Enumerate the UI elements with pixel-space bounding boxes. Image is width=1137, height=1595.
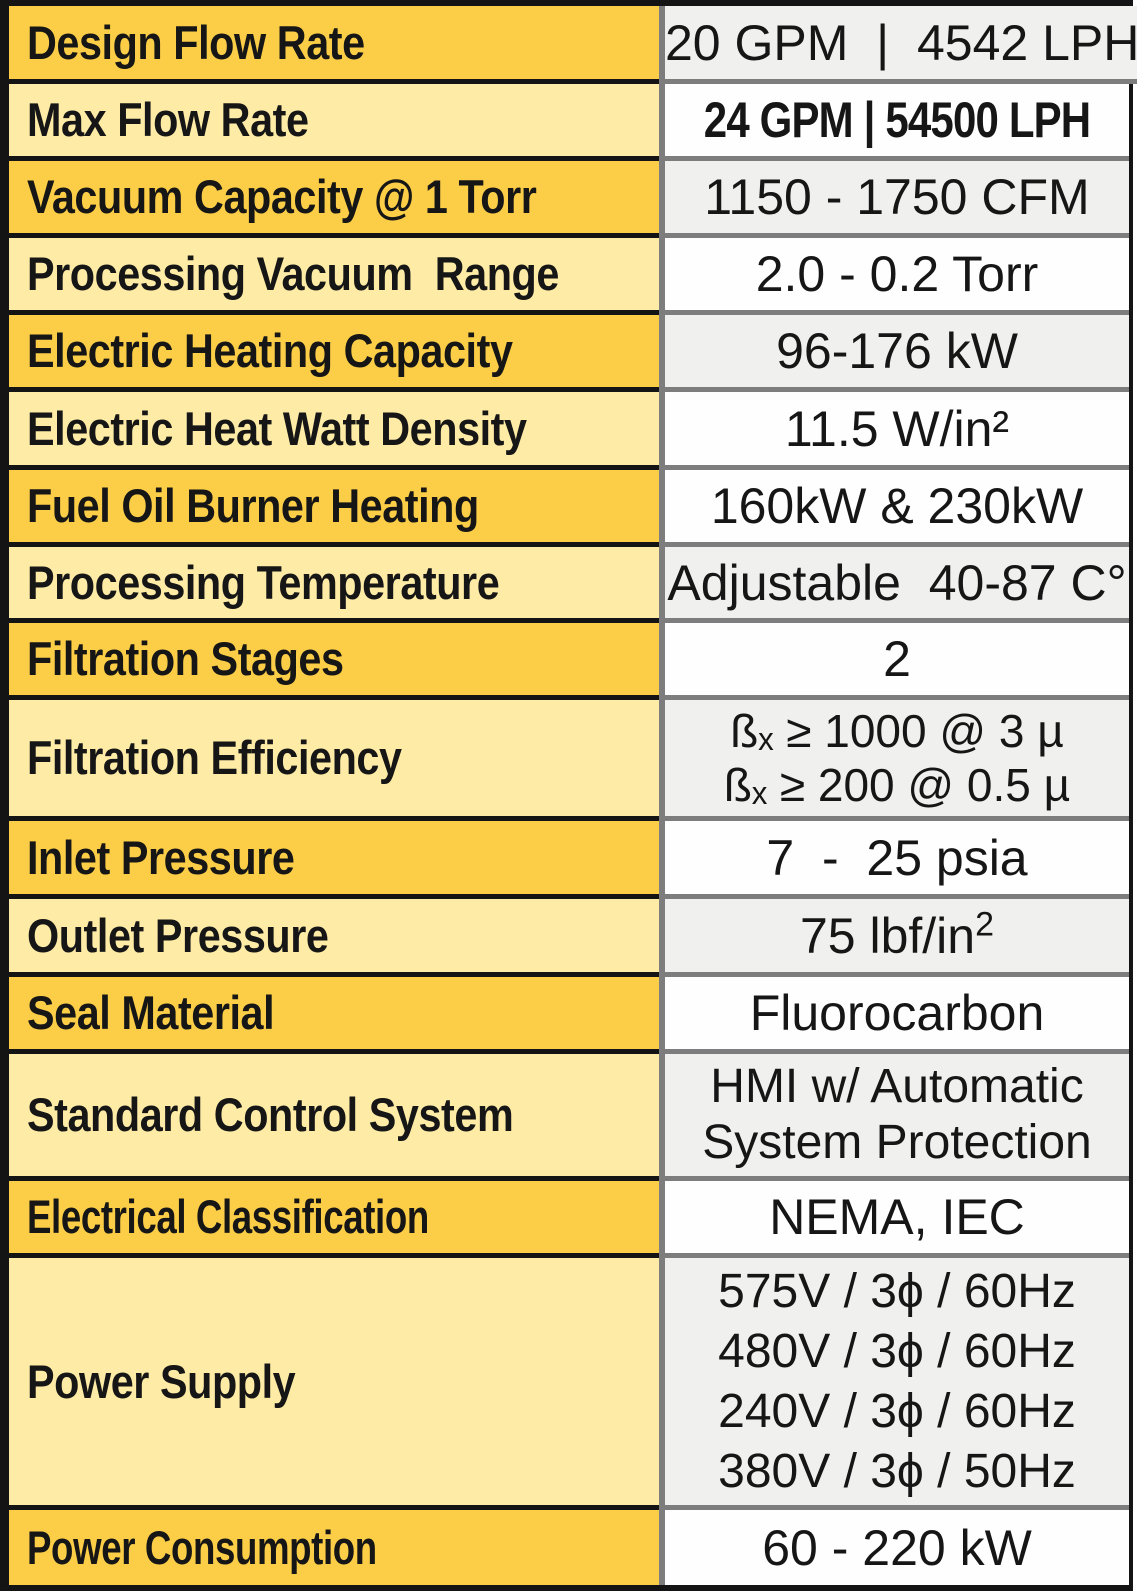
spec-label-text: Processing Vacuum Range <box>27 247 559 301</box>
spec-value: 20 GPM | 4542 LPH <box>659 6 1137 84</box>
spec-label: Filtration Stages <box>9 623 659 700</box>
table-row: Design Flow Rate 20 GPM | 4542 LPH <box>9 6 1137 84</box>
value-line: HMI w/ Automatic <box>710 1060 1084 1114</box>
value-line: 1150 - 1750 CFM <box>704 169 1090 225</box>
value-line: 7 - 25 psia <box>766 829 1028 886</box>
value-line: ßₓ ≥ 1000 @ 3 µ <box>730 704 1064 757</box>
spec-label-text: Vacuum Capacity @ 1 Torr <box>27 170 537 224</box>
value-line: 575V / 3ϕ / 60Hz <box>718 1264 1076 1318</box>
spec-label-text: Processing Temperature <box>27 555 500 609</box>
spec-label: Fuel Oil Burner Heating <box>9 470 659 547</box>
spec-label: Power Supply <box>9 1258 659 1510</box>
spec-label-text: Max Flow Rate <box>27 93 309 147</box>
value-line: 2.0 - 0.2 Torr <box>755 246 1039 302</box>
spec-value: HMI w/ Automatic System Protection <box>659 1054 1129 1181</box>
table-row: Vacuum Capacity @ 1 Torr 1150 - 1750 CFM <box>9 161 1129 238</box>
value-line: 24 GPM | 54500 LPH <box>703 92 1091 148</box>
value-line: 96-176 kW <box>776 323 1018 379</box>
table-row: Electric Heat Watt Density 11.5 W/in² <box>9 392 1129 470</box>
spec-value: 60 - 220 kW <box>659 1510 1129 1585</box>
spec-label-text: Fuel Oil Burner Heating <box>27 479 479 533</box>
spec-label: Electrical Classification <box>9 1181 659 1258</box>
table-row: Power Consumption 60 - 220 kW <box>9 1510 1129 1585</box>
spec-value: 75 lbf/in2 <box>659 899 1129 977</box>
spec-label-text: Power Supply <box>27 1354 296 1408</box>
superscript: 2 <box>975 904 995 943</box>
spec-label-text: Filtration Efficiency <box>27 731 402 785</box>
value-line: 380V / 3ϕ / 50Hz <box>718 1444 1076 1498</box>
spec-value: Adjustable 40-87 C° <box>659 547 1129 623</box>
value-line: 60 - 220 kW <box>762 1519 1032 1576</box>
spec-value: Fluorocarbon <box>659 977 1129 1054</box>
value-line: 11.5 W/in² <box>784 400 1010 457</box>
value-line: 20 GPM | 4542 LPH <box>665 14 1137 71</box>
spec-label: Standard Control System <box>9 1054 659 1181</box>
table-row: Fuel Oil Burner Heating 160kW & 230kW <box>9 470 1129 547</box>
table-row: Processing Temperature Adjustable 40-87 … <box>9 547 1129 623</box>
spec-value: 160kW & 230kW <box>659 470 1129 547</box>
spec-value: NEMA, IEC <box>659 1181 1129 1258</box>
value-line: ßₓ ≥ 200 @ 0.5 µ <box>723 759 1071 811</box>
value-line: System Protection <box>702 1116 1092 1169</box>
spec-label: Outlet Pressure <box>9 899 659 977</box>
table-row: Electric Heating Capacity 96-176 kW <box>9 315 1129 392</box>
spec-value: 11.5 W/in² <box>659 392 1129 470</box>
spec-label: Design Flow Rate <box>9 6 659 84</box>
table-row: Filtration Stages 2 <box>9 623 1129 700</box>
table-row: Electrical Classification NEMA, IEC <box>9 1181 1129 1258</box>
spec-label: Seal Material <box>9 977 659 1054</box>
value-line: Fluorocarbon <box>749 985 1045 1041</box>
spec-label-text: Design Flow Rate <box>27 15 365 69</box>
table-row: Filtration Efficiency ßₓ ≥ 1000 @ 3 µ ßₓ… <box>9 700 1129 821</box>
table-row: Max Flow Rate 24 GPM | 54500 LPH <box>9 84 1129 161</box>
spec-label: Processing Temperature <box>9 547 659 623</box>
spec-label-text: Outlet Pressure <box>27 908 329 962</box>
spec-label: Filtration Efficiency <box>9 700 659 821</box>
spec-label-text: Filtration Stages <box>27 632 344 686</box>
spec-label: Max Flow Rate <box>9 84 659 161</box>
spec-label: Electric Heating Capacity <box>9 315 659 392</box>
value-line: 480V / 3ϕ / 60Hz <box>718 1324 1076 1378</box>
spec-label: Processing Vacuum Range <box>9 238 659 315</box>
table-row: Standard Control System HMI w/ Automatic… <box>9 1054 1129 1181</box>
spec-label: Power Consumption <box>9 1510 659 1585</box>
spec-value: 96-176 kW <box>659 315 1129 392</box>
table-row: Processing Vacuum Range 2.0 - 0.2 Torr <box>9 238 1129 315</box>
spec-value: 2 <box>659 623 1129 700</box>
value-line: 75 lbf/in2 <box>799 904 995 964</box>
spec-label-text: Inlet Pressure <box>27 830 295 884</box>
table-row: Power Supply 575V / 3ϕ / 60Hz 480V / 3ϕ … <box>9 1258 1129 1510</box>
table-row: Outlet Pressure 75 lbf/in2 <box>9 899 1129 977</box>
spec-value: 24 GPM | 54500 LPH <box>659 84 1129 161</box>
spec-value: 575V / 3ϕ / 60Hz 480V / 3ϕ / 60Hz 240V /… <box>659 1258 1129 1510</box>
spec-label-text: Standard Control System <box>27 1088 514 1142</box>
value-line: 2 <box>883 631 911 687</box>
spec-value: 7 - 25 psia <box>659 821 1129 899</box>
table-row: Seal Material Fluorocarbon <box>9 977 1129 1054</box>
spec-label-text: Electrical Classification <box>27 1190 429 1244</box>
spec-label-text: Power Consumption <box>27 1520 377 1574</box>
spec-label-text: Electric Heat Watt Density <box>27 401 527 455</box>
spec-label-text: Seal Material <box>27 986 275 1040</box>
spec-label-text: Electric Heating Capacity <box>27 324 513 378</box>
spec-label: Vacuum Capacity @ 1 Torr <box>9 161 659 238</box>
value-line: 160kW & 230kW <box>710 478 1084 534</box>
value-line: NEMA, IEC <box>769 1189 1025 1245</box>
table-row: Inlet Pressure 7 - 25 psia <box>9 821 1129 899</box>
spec-value: ßₓ ≥ 1000 @ 3 µ ßₓ ≥ 200 @ 0.5 µ <box>659 700 1129 821</box>
value-line: 240V / 3ϕ / 60Hz <box>718 1384 1076 1438</box>
spec-label: Electric Heat Watt Density <box>9 392 659 470</box>
spec-label: Inlet Pressure <box>9 821 659 899</box>
spec-value: 2.0 - 0.2 Torr <box>659 238 1129 315</box>
spec-value: 1150 - 1750 CFM <box>659 161 1129 238</box>
value-line: Adjustable 40-87 C° <box>667 554 1127 611</box>
